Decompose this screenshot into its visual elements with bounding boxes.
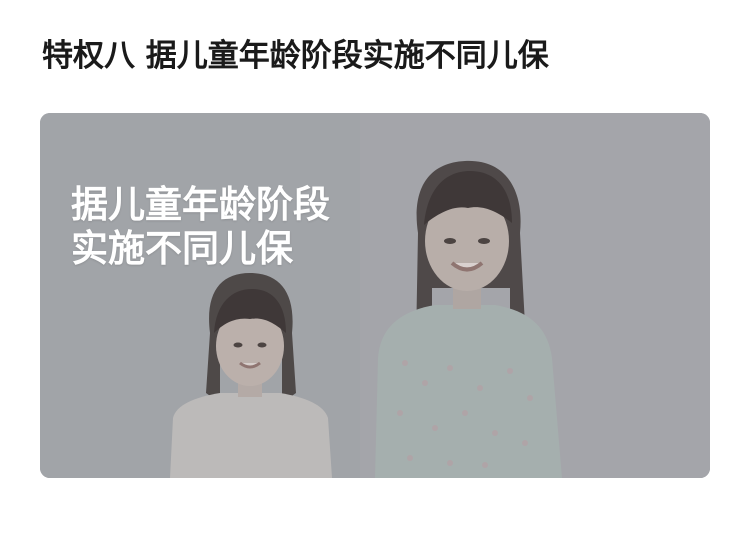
banner-caption-line-1: 据儿童年龄阶段 <box>71 183 330 226</box>
banner-caption-line-2: 实施不同儿保 <box>71 227 293 270</box>
two-children-photo <box>40 113 710 478</box>
older-girl-figure <box>375 160 562 478</box>
younger-girl-figure <box>170 273 332 478</box>
banner-card[interactable]: 据儿童年龄阶段 实施不同儿保 <box>40 113 710 478</box>
banner-caption: 据儿童年龄阶段 实施不同儿保 <box>71 183 330 271</box>
section-title: 特权八 据儿童年龄阶段实施不同儿保 <box>42 38 549 74</box>
